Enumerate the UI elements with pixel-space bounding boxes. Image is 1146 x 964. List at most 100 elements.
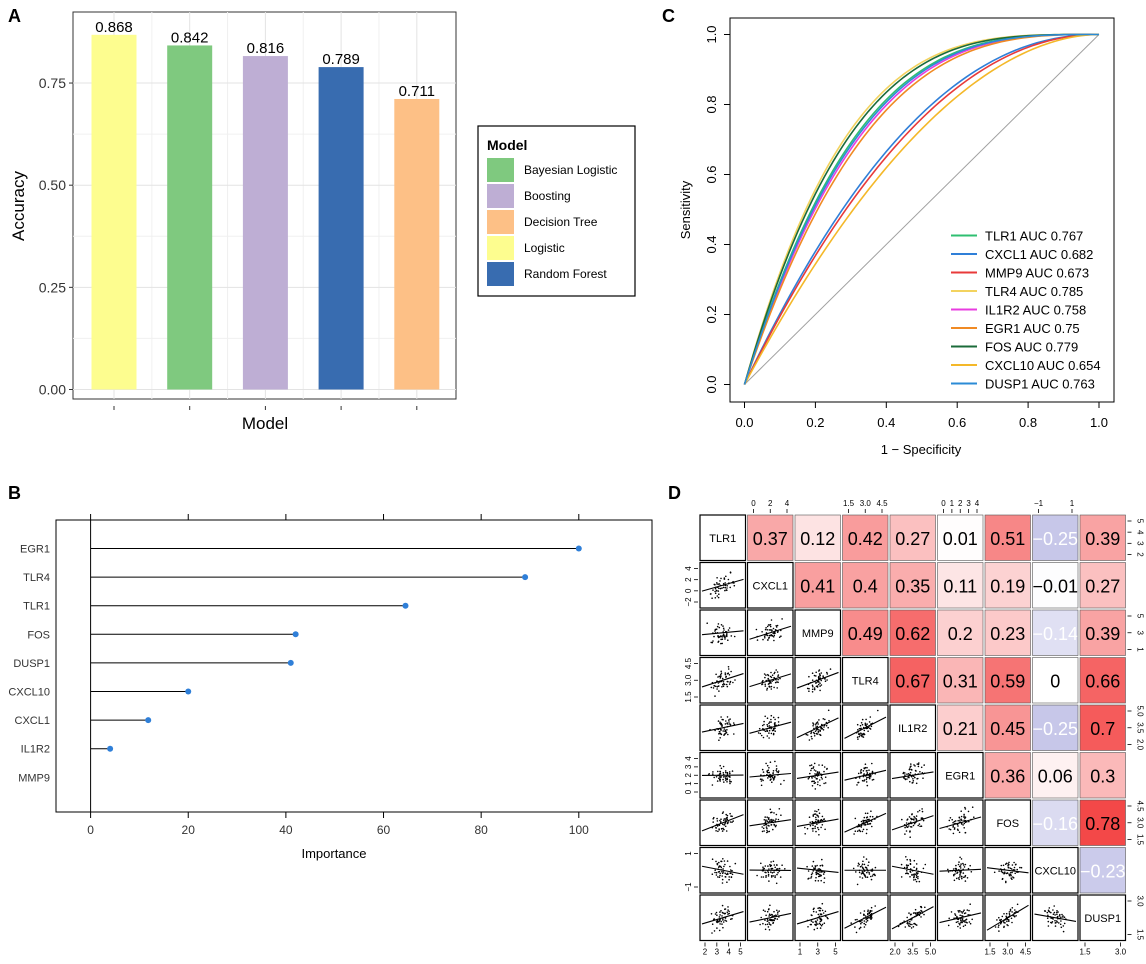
diagonal-cell xyxy=(889,704,937,752)
scatter-point xyxy=(815,671,817,674)
bottom-tick-label: 1 xyxy=(798,948,803,957)
scatter-point xyxy=(717,871,720,873)
correlation-value: 0.66 xyxy=(1085,671,1120,691)
regression-line xyxy=(701,722,744,733)
scatter-point xyxy=(1003,921,1005,924)
scatter-point xyxy=(1006,920,1008,923)
scatter-point xyxy=(709,593,712,595)
scatter-point xyxy=(715,874,718,876)
scatter-point xyxy=(874,874,876,877)
scatter-point xyxy=(714,629,717,631)
scatter-point xyxy=(817,880,820,882)
scatter-point xyxy=(721,878,724,881)
scatter-point xyxy=(714,592,717,595)
scatter-point xyxy=(859,770,862,772)
scatter-point xyxy=(908,768,911,771)
scatter-point xyxy=(771,872,774,874)
scatter-point xyxy=(720,642,722,645)
scatter-point xyxy=(913,876,915,879)
scatter-point xyxy=(724,673,727,676)
scatter-point xyxy=(819,675,821,677)
scatter-point xyxy=(904,833,906,835)
scatter-point xyxy=(829,668,832,670)
scatter-point xyxy=(961,921,963,924)
correlation-value: −0.16 xyxy=(1032,814,1078,834)
scatter-point xyxy=(770,721,772,723)
scatter-point xyxy=(959,922,962,924)
scatter-point xyxy=(820,879,822,882)
scatter-point xyxy=(1044,910,1047,912)
regression-line xyxy=(891,771,934,780)
scatter-point xyxy=(769,918,771,921)
scatter-point xyxy=(726,911,729,913)
scatter-point xyxy=(968,909,970,912)
scatter-point xyxy=(969,903,971,905)
scatter-point xyxy=(777,716,780,719)
scatter-point xyxy=(814,810,816,812)
scatter-point xyxy=(917,911,920,914)
correlation-cell xyxy=(794,514,841,561)
scatter-point xyxy=(715,827,717,829)
scatter-point xyxy=(762,909,765,911)
scatter-point xyxy=(865,858,868,860)
scatter-point xyxy=(819,685,821,687)
scatter-point xyxy=(728,721,730,723)
scatter-point xyxy=(1005,862,1008,865)
scatter-point xyxy=(971,918,973,921)
scatter-point xyxy=(806,687,809,690)
bar-value-label: 0.868 xyxy=(95,19,133,36)
scatter-point xyxy=(767,926,770,928)
scatter-point xyxy=(772,819,775,821)
scatter-point xyxy=(906,922,908,924)
correlation-value: 0.7 xyxy=(1090,719,1115,739)
scatter-point xyxy=(867,909,869,911)
legend-swatch xyxy=(487,236,514,260)
legend-item-label: EGR1 AUC 0.75 xyxy=(985,321,1080,336)
scatter-point xyxy=(818,764,820,766)
correlation-cell xyxy=(1032,752,1079,799)
scatter-point xyxy=(777,911,779,913)
scatter-point xyxy=(769,686,771,688)
legend-item-label: DUSP1 AUC 0.763 xyxy=(985,377,1095,392)
scatter-point xyxy=(756,874,758,877)
scatter-point xyxy=(766,717,769,719)
scatter-point xyxy=(918,880,921,883)
scatter-point xyxy=(973,816,975,818)
scatter-point xyxy=(856,784,858,786)
scatter-point xyxy=(720,672,723,674)
regression-line xyxy=(844,812,887,833)
scatter-point xyxy=(713,684,715,687)
scatter-point xyxy=(858,863,860,866)
scatter-point xyxy=(914,817,916,819)
scatter-point xyxy=(865,823,867,826)
bottom-tick-label: 4 xyxy=(726,948,731,957)
scatter-point xyxy=(1007,924,1009,927)
panel-a-legend: Model Bayesian LogisticBoostingDecision … xyxy=(477,125,636,297)
scatter-point xyxy=(1056,910,1058,912)
scatter-point xyxy=(1060,926,1063,929)
scatter-point xyxy=(870,906,873,909)
right-tick-label: 5 xyxy=(1136,614,1145,619)
scatter-point xyxy=(866,828,868,831)
scatter-point xyxy=(996,919,998,921)
scatter-point xyxy=(909,821,912,823)
scatter-point xyxy=(959,867,962,869)
scatter-point xyxy=(810,731,813,733)
scatter-point xyxy=(811,820,814,823)
scatter-point xyxy=(912,775,915,778)
scatter-point xyxy=(862,819,864,822)
scatter-point xyxy=(853,833,855,835)
scatter-point xyxy=(729,680,732,683)
scatter-point xyxy=(719,779,721,781)
scatter-point xyxy=(724,777,727,780)
scatter-point xyxy=(708,773,710,775)
scatter-point xyxy=(725,575,727,578)
scatter-point xyxy=(766,829,768,832)
scatter-point xyxy=(727,666,730,668)
scatter-point xyxy=(966,909,969,911)
scatter-point xyxy=(733,635,736,638)
scatter-point xyxy=(863,729,866,732)
scatter-point xyxy=(763,819,766,821)
scatter-point xyxy=(718,690,720,692)
scatter-point xyxy=(806,827,809,830)
